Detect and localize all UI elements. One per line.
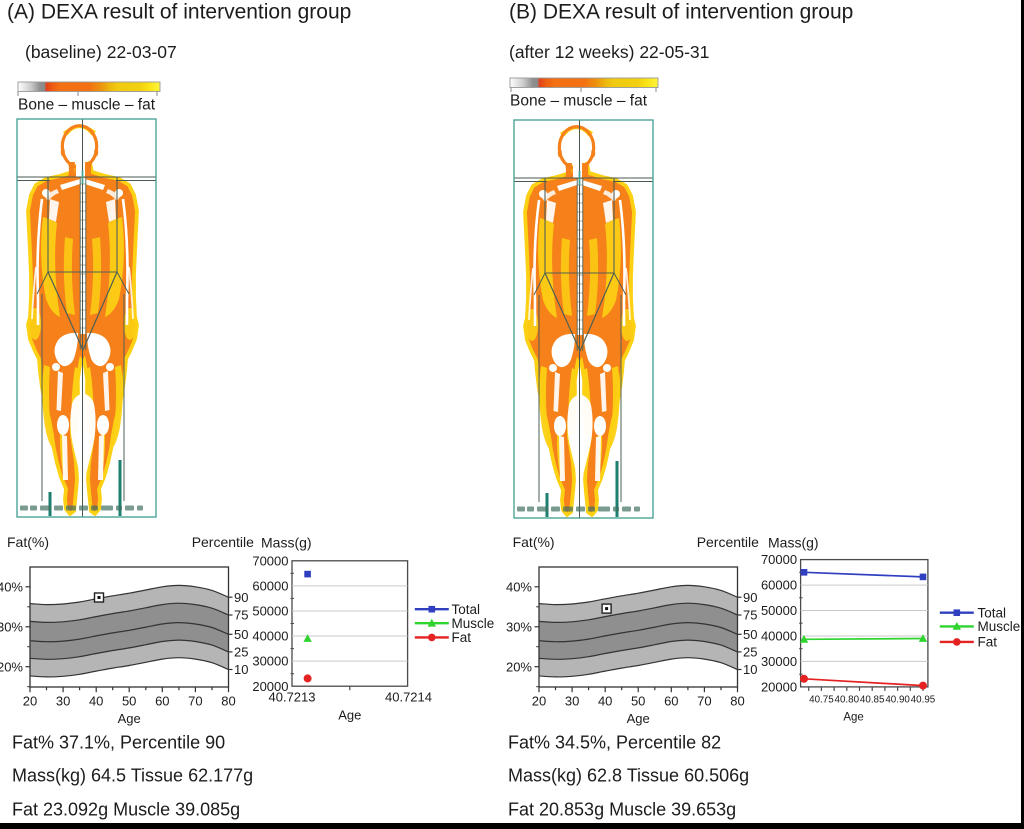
svg-text:Percentile: Percentile: [697, 534, 759, 550]
svg-text:Muscle: Muscle: [452, 616, 495, 631]
svg-text:Fat: Fat: [978, 635, 998, 650]
svg-text:70000: 70000: [761, 552, 797, 567]
svg-text:50000: 50000: [252, 604, 288, 619]
svg-text:Percentile: Percentile: [192, 534, 254, 550]
svg-text:Muscle: Muscle: [978, 619, 1021, 634]
svg-text:60000: 60000: [761, 578, 797, 593]
svg-text:Mass(g): Mass(g): [261, 535, 312, 551]
svg-text:Total: Total: [978, 606, 1007, 621]
svg-text:40.75: 40.75: [809, 694, 834, 705]
svg-text:40000: 40000: [252, 629, 288, 644]
svg-text:50000: 50000: [761, 603, 797, 618]
svg-text:(B) DEXA result of interventio: (B) DEXA result of intervention group: [509, 1, 853, 24]
svg-text:Fat(%): Fat(%): [7, 534, 49, 550]
svg-text:Fat: Fat: [452, 630, 472, 645]
svg-text:Bone – muscle – fat: Bone – muscle – fat: [18, 97, 156, 114]
svg-text:30000: 30000: [252, 654, 288, 669]
svg-text:40.95: 40.95: [911, 694, 936, 705]
svg-text:Fat(%): Fat(%): [513, 534, 555, 550]
svg-text:Fat% 37.1%, Percentile 90: Fat% 37.1%, Percentile 90: [12, 733, 225, 753]
svg-text:40.7213: 40.7213: [269, 690, 316, 705]
svg-text:Mass(g): Mass(g): [768, 535, 819, 551]
svg-text:(after 12 weeks) 22-05-31: (after 12 weeks) 22-05-31: [509, 42, 709, 62]
svg-text:Fat 23.092g Muscle 39.085g: Fat 23.092g Muscle 39.085g: [12, 800, 240, 820]
svg-text:Age: Age: [843, 711, 863, 723]
svg-text:60000: 60000: [252, 579, 288, 594]
svg-text:Age: Age: [338, 708, 361, 723]
svg-text:40.7214: 40.7214: [385, 690, 432, 705]
svg-text:40.80: 40.80: [835, 694, 860, 705]
svg-text:70000: 70000: [252, 553, 288, 568]
svg-text:20000: 20000: [761, 680, 797, 695]
svg-text:40.90: 40.90: [885, 694, 910, 705]
svg-text:(baseline) 22-03-07: (baseline) 22-03-07: [25, 42, 177, 62]
svg-text:40.85: 40.85: [860, 694, 885, 705]
svg-text:30000: 30000: [761, 654, 797, 669]
svg-text:40000: 40000: [761, 629, 797, 644]
svg-text:Fat 20.853g Muscle 39.653g: Fat 20.853g Muscle 39.653g: [508, 800, 736, 820]
svg-text:Bone – muscle – fat: Bone – muscle – fat: [510, 93, 648, 110]
svg-text:Fat% 34.5%, Percentile 82: Fat% 34.5%, Percentile 82: [508, 733, 721, 753]
svg-text:Total: Total: [452, 602, 481, 617]
svg-text:Mass(kg) 62.8 Tissue 60.506g: Mass(kg) 62.8 Tissue 60.506g: [508, 766, 749, 786]
svg-text:(A) DEXA result of interventio: (A) DEXA result of intervention group: [7, 1, 351, 24]
svg-text:20000: 20000: [252, 679, 288, 694]
svg-text:Mass(kg) 64.5 Tissue 62.177g: Mass(kg) 64.5 Tissue 62.177g: [12, 766, 253, 786]
